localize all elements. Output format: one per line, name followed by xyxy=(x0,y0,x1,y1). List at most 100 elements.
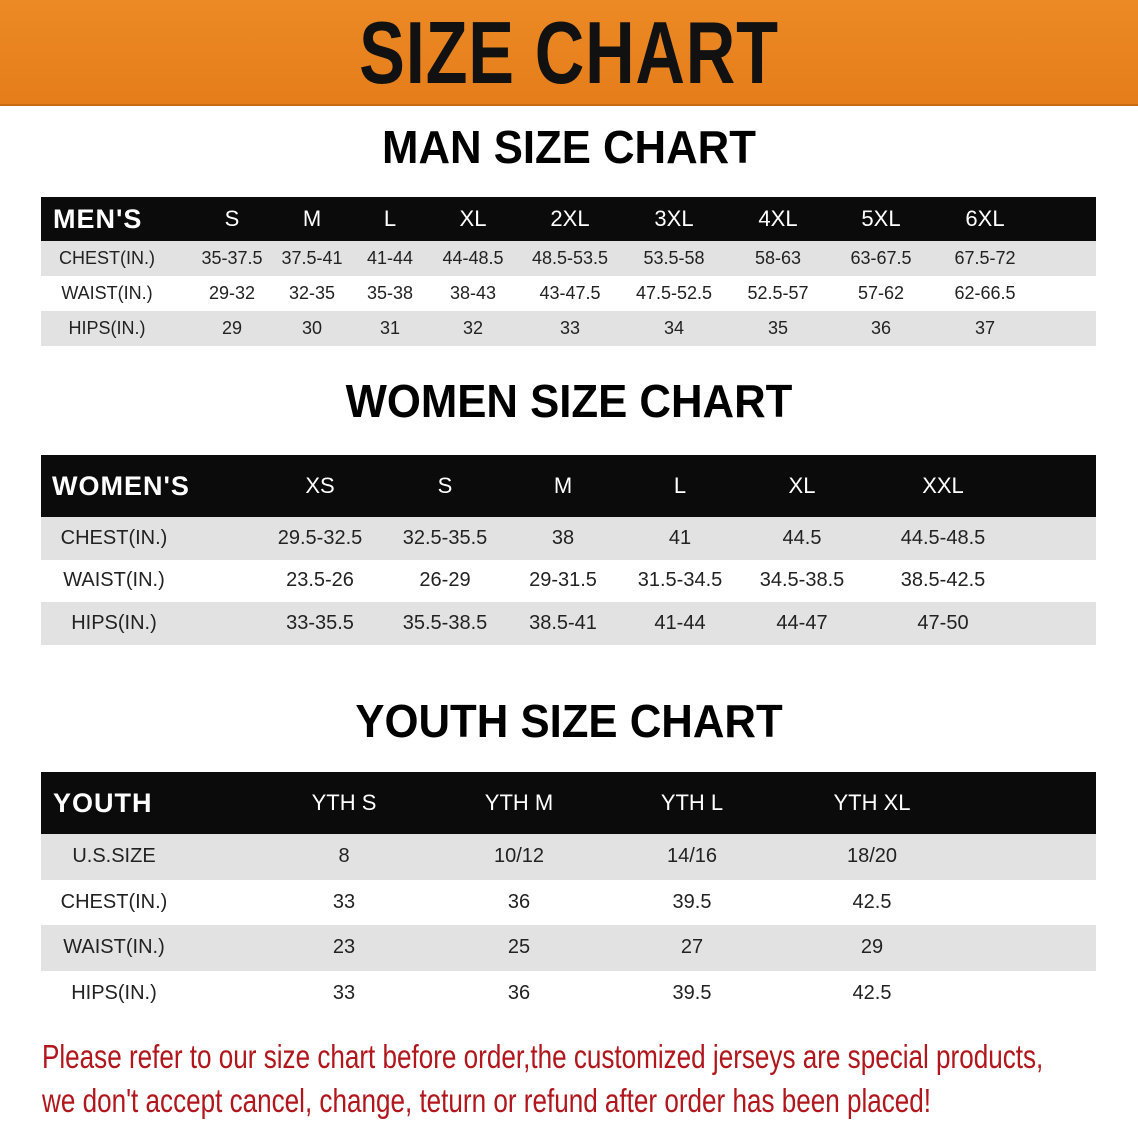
table-row: U.S.SIZE 8 10/12 14/16 18/20 xyxy=(41,834,1096,880)
table-cell: 31.5-34.5 xyxy=(637,569,723,592)
size-header: 6XL xyxy=(965,206,1005,231)
table-cell: 57-62 xyxy=(857,283,905,303)
men-size-table: MEN'S S M L XL 2XL 3XL 4XL 5XL 6XL CHEST(IN.) 35-37… xyxy=(41,197,1096,346)
size-header: XL xyxy=(788,473,816,498)
table-cell: 38 xyxy=(551,526,575,549)
banner-title: SIZE CHART xyxy=(359,3,779,102)
table-cell: 41-44 xyxy=(654,611,706,634)
note-line-2: we don't accept cancel, change, teturn o… xyxy=(42,1082,932,1119)
table-row: WAIST(IN.) 29-32 32-35 35-38 38-43 43-47.5 47.… xyxy=(41,276,1096,311)
table-cell: 58-63 xyxy=(754,248,802,268)
table-cell: 18/20 xyxy=(846,845,898,868)
table-cell: 44.5-48.5 xyxy=(900,526,986,549)
row-label: WAIST(IN.) xyxy=(61,283,153,303)
row-label: U.S.SIZE xyxy=(72,845,156,868)
table-cell: 33 xyxy=(332,981,356,1004)
header-label: MEN'S xyxy=(53,203,143,234)
row-label: HIPS(IN.) xyxy=(68,318,146,338)
table-cell: 47.5-52.5 xyxy=(635,283,713,303)
table-cell: 10/12 xyxy=(493,845,545,868)
table-cell: 67.5-72 xyxy=(954,248,1016,268)
table-cell: 34.5-38.5 xyxy=(759,569,845,592)
size-header: S xyxy=(224,206,240,231)
table-cell: 27 xyxy=(680,936,704,959)
table-row: CHEST(IN.) 35-37.5 37.5-41 41-44 44-48.5 48.5… xyxy=(41,241,1096,276)
row-label: HIPS(IN.) xyxy=(71,981,157,1004)
size-header: 5XL xyxy=(861,206,901,231)
size-header: YTH XL xyxy=(833,790,911,815)
table-cell: 35.5-38.5 xyxy=(402,611,488,634)
youth-section-title: YOUTH SIZE CHART xyxy=(355,695,783,747)
table-cell: 53.5-58 xyxy=(643,248,705,268)
row-label: WAIST(IN.) xyxy=(63,569,165,592)
youth-size-table: YOUTH YTH S YTH M YTH L YTH XL U.S.SIZE 8 10/12… xyxy=(41,772,1096,1016)
women-size-table: WOMEN'S XS S M L XL XXL CHEST(IN.) 29.5-32.5 32.5… xyxy=(41,455,1096,645)
size-header: YTH L xyxy=(660,790,724,815)
row-label: WAIST(IN.) xyxy=(63,936,165,959)
row-label: CHEST(IN.) xyxy=(60,890,168,913)
table-cell: 63-67.5 xyxy=(850,248,912,268)
table-cell: 23 xyxy=(332,936,356,959)
row-label: CHEST(IN.) xyxy=(60,526,168,549)
table-cell: 29.5-32.5 xyxy=(277,526,363,549)
row-label: CHEST(IN.) xyxy=(59,248,155,268)
table-row: WAIST(IN.) 23.5-26 26-29 29-31.5 31.5-34.5 34… xyxy=(41,559,1096,602)
table-cell: 42.5 xyxy=(852,981,892,1004)
table-cell: 8 xyxy=(338,845,350,868)
header-label: WOMEN'S xyxy=(52,470,190,501)
table-cell: 44.5 xyxy=(782,526,822,549)
table-cell: 34 xyxy=(663,318,685,338)
table-cell: 47-50 xyxy=(917,611,969,634)
size-header: XS xyxy=(305,473,335,498)
size-header: L xyxy=(383,206,397,231)
banner: SIZE CHART xyxy=(0,0,1138,106)
table-cell: 23.5-26 xyxy=(286,569,354,592)
men-section-title: MAN SIZE CHART xyxy=(382,121,756,173)
table-cell: 26-29 xyxy=(419,569,471,592)
table-row: WAIST(IN.) 23 25 27 29 xyxy=(41,925,1096,971)
table-cell: 39.5 xyxy=(672,890,712,913)
table-row: HIPS(IN.) 33-35.5 35.5-38.5 38.5-41 41-44 44-… xyxy=(41,602,1096,645)
table-cell: 41-44 xyxy=(366,248,414,268)
table-cell: 52.5-57 xyxy=(747,283,809,303)
table-cell: 62-66.5 xyxy=(954,283,1016,303)
table-cell: 38.5-42.5 xyxy=(900,569,986,592)
table-cell: 38-43 xyxy=(449,283,497,303)
table-cell: 38.5-41 xyxy=(529,611,597,634)
size-header: S xyxy=(437,473,453,498)
header-label: YOUTH xyxy=(53,787,153,818)
table-cell: 32.5-35.5 xyxy=(402,526,488,549)
table-cell: 29-31.5 xyxy=(529,569,597,592)
table-cell: 32 xyxy=(462,318,484,338)
size-header: YTH M xyxy=(484,790,554,815)
table-cell: 35 xyxy=(767,318,789,338)
table-cell: 33 xyxy=(559,318,581,338)
table-cell: 48.5-53.5 xyxy=(531,248,609,268)
table-cell: 44-48.5 xyxy=(442,248,504,268)
table-cell: 29-32 xyxy=(208,283,256,303)
table-row: HIPS(IN.) 33 36 39.5 42.5 xyxy=(41,970,1096,1016)
table-row: CHEST(IN.) 33 36 39.5 42.5 xyxy=(41,879,1096,925)
table-cell: 31 xyxy=(379,318,401,338)
table-cell: 32-35 xyxy=(288,283,336,303)
table-header-row: WOMEN'S XS S M L XL XXL xyxy=(41,455,1096,517)
women-section-title: WOMEN SIZE CHART xyxy=(345,375,793,427)
note-line-1: Please refer to our size chart before or… xyxy=(42,1038,1044,1075)
table-cell: 29 xyxy=(860,936,884,959)
size-header: 3XL xyxy=(654,206,694,231)
row-label: HIPS(IN.) xyxy=(71,611,157,634)
table-row: HIPS(IN.) 29 30 31 32 33 34 35 36 37 xyxy=(41,311,1096,346)
size-header: M xyxy=(553,473,573,498)
table-cell: 36 xyxy=(507,890,531,913)
table-cell: 25 xyxy=(507,936,531,959)
size-header: XL xyxy=(459,206,487,231)
table-cell: 30 xyxy=(301,318,323,338)
table-cell: 33-35.5 xyxy=(286,611,354,634)
table-cell: 44-47 xyxy=(776,611,828,634)
table-header-row: YOUTH YTH S YTH M YTH L YTH XL xyxy=(41,772,1096,834)
table-row: CHEST(IN.) 29.5-32.5 32.5-35.5 38 41 44.5 44.5… xyxy=(41,517,1096,560)
table-cell: 29 xyxy=(221,318,243,338)
table-cell: 33 xyxy=(332,890,356,913)
table-cell: 36 xyxy=(870,318,892,338)
table-cell: 37 xyxy=(974,318,996,338)
